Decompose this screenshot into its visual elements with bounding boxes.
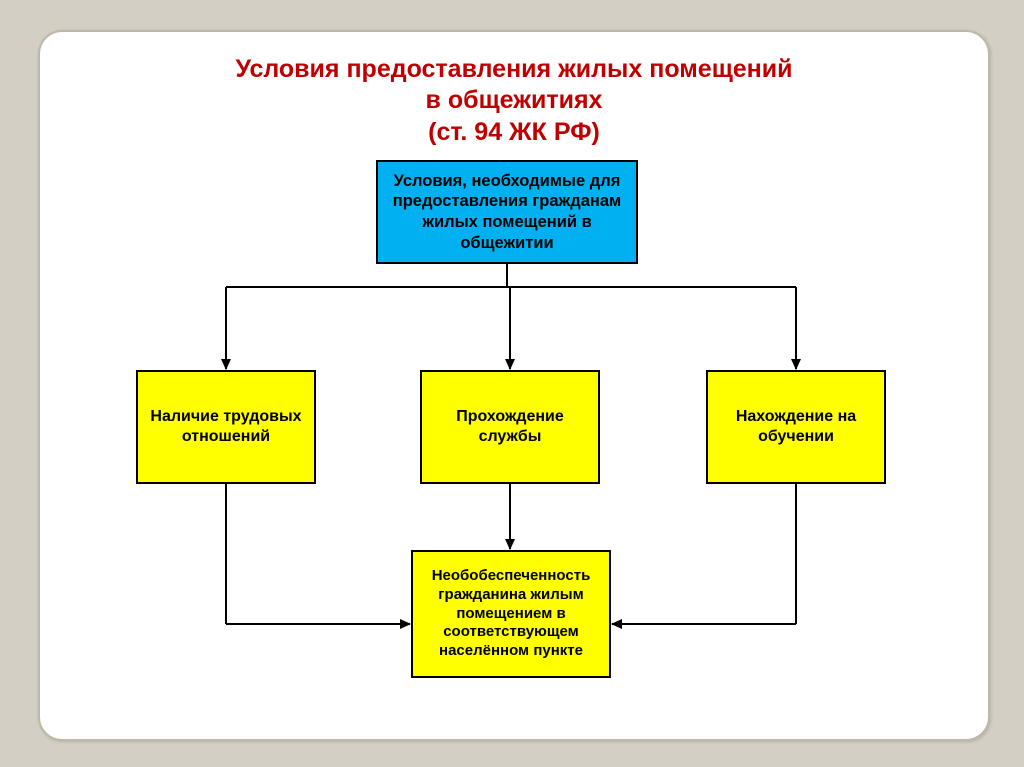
node-labor-relations: Наличие трудовых отношений [136,370,316,484]
slide-background: Условия предоставления жилых помещений в… [0,0,1024,767]
title-line-1: Условия предоставления жилых помещений [235,55,792,83]
title-line-2: в общежитиях [426,86,603,114]
node-center-text: Прохождение службы [430,407,590,447]
node-service: Прохождение службы [420,370,600,484]
title-line-3: (ст. 94 ЖК РФ) [428,118,600,146]
content-panel: Условия предоставления жилых помещений в… [38,30,990,741]
node-conditions-required: Условия, необходимые для предоставления … [376,160,638,264]
node-top-text: Условия, необходимые для предоставления … [386,171,628,254]
node-bottom-text: Необобеспеченность гражданина жилым поме… [421,567,601,661]
node-lack-of-housing: Необобеспеченность гражданина жилым поме… [411,550,611,678]
node-left-text: Наличие трудовых отношений [146,407,306,447]
node-right-text: Нахождение на обучении [716,407,876,447]
node-education: Нахождение на обучении [706,370,886,484]
slide-title: Условия предоставления жилых помещений в… [40,54,988,148]
